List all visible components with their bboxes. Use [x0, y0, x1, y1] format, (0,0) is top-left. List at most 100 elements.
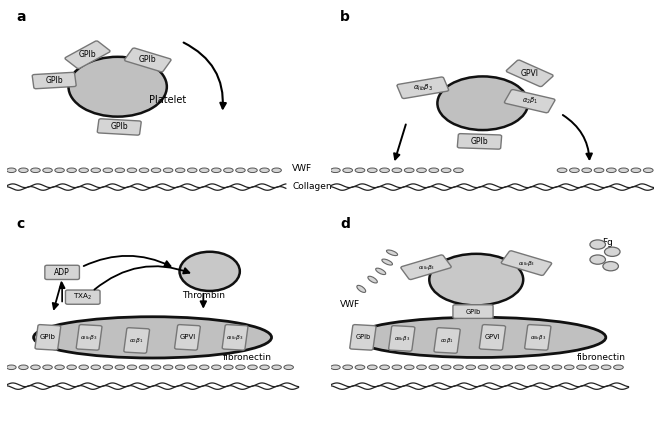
Ellipse shape	[175, 365, 185, 370]
Ellipse shape	[631, 168, 641, 173]
Ellipse shape	[552, 365, 562, 370]
Text: VWF: VWF	[292, 164, 312, 173]
Ellipse shape	[453, 168, 463, 173]
FancyBboxPatch shape	[504, 90, 555, 113]
Text: Fg: Fg	[603, 238, 613, 247]
Text: Thrombin: Thrombin	[182, 291, 225, 300]
FancyBboxPatch shape	[453, 305, 493, 318]
Text: ADP: ADP	[54, 268, 70, 277]
Ellipse shape	[478, 365, 488, 370]
FancyBboxPatch shape	[222, 325, 248, 350]
FancyBboxPatch shape	[389, 325, 415, 351]
Ellipse shape	[139, 365, 149, 370]
Text: GPVI: GPVI	[521, 69, 539, 78]
Ellipse shape	[392, 365, 402, 370]
Ellipse shape	[375, 268, 386, 274]
Ellipse shape	[200, 168, 209, 173]
Ellipse shape	[272, 365, 282, 370]
Ellipse shape	[357, 285, 366, 293]
Text: GPIb: GPIb	[471, 137, 488, 146]
FancyBboxPatch shape	[175, 325, 200, 350]
Ellipse shape	[260, 365, 269, 370]
Text: $\alpha_2\beta_1$: $\alpha_2\beta_1$	[130, 336, 144, 345]
Text: fibronectin: fibronectin	[222, 354, 272, 362]
FancyBboxPatch shape	[397, 77, 449, 99]
Ellipse shape	[55, 168, 64, 173]
Ellipse shape	[43, 365, 52, 370]
FancyBboxPatch shape	[124, 328, 149, 353]
Ellipse shape	[416, 168, 426, 173]
Ellipse shape	[69, 57, 167, 117]
Ellipse shape	[91, 168, 100, 173]
FancyBboxPatch shape	[479, 325, 506, 350]
FancyBboxPatch shape	[76, 325, 102, 350]
Ellipse shape	[379, 365, 389, 370]
Text: $\alpha_{IIb}\beta_3$: $\alpha_{IIb}\beta_3$	[81, 333, 98, 342]
Ellipse shape	[405, 168, 414, 173]
Ellipse shape	[55, 365, 64, 370]
Ellipse shape	[236, 168, 245, 173]
Ellipse shape	[127, 168, 137, 173]
Ellipse shape	[564, 365, 574, 370]
Text: Platelet: Platelet	[149, 95, 186, 105]
Ellipse shape	[582, 168, 592, 173]
Ellipse shape	[353, 317, 606, 357]
Ellipse shape	[103, 168, 112, 173]
Ellipse shape	[188, 168, 197, 173]
FancyBboxPatch shape	[506, 60, 553, 87]
Ellipse shape	[103, 365, 112, 370]
Text: $\alpha_2\beta_1$: $\alpha_2\beta_1$	[440, 336, 454, 345]
FancyBboxPatch shape	[65, 290, 100, 304]
Ellipse shape	[212, 168, 221, 173]
Ellipse shape	[368, 365, 377, 370]
Text: $\alpha_{IIb}\beta_3$: $\alpha_{IIb}\beta_3$	[394, 334, 410, 343]
Ellipse shape	[139, 168, 149, 173]
Ellipse shape	[248, 168, 257, 173]
Ellipse shape	[79, 168, 89, 173]
Ellipse shape	[355, 168, 365, 173]
FancyBboxPatch shape	[525, 325, 551, 350]
Ellipse shape	[490, 365, 500, 370]
Ellipse shape	[223, 168, 233, 173]
FancyBboxPatch shape	[35, 325, 61, 350]
Ellipse shape	[200, 365, 209, 370]
Ellipse shape	[180, 252, 240, 291]
Ellipse shape	[570, 168, 579, 173]
Ellipse shape	[429, 254, 524, 305]
Text: $\alpha_{IIb}\beta_3$: $\alpha_{IIb}\beta_3$	[418, 263, 434, 272]
FancyBboxPatch shape	[457, 133, 502, 149]
Ellipse shape	[416, 365, 426, 370]
Ellipse shape	[594, 168, 604, 173]
Ellipse shape	[429, 365, 439, 370]
Text: GPIb: GPIb	[46, 76, 63, 85]
Ellipse shape	[503, 365, 512, 370]
Ellipse shape	[343, 168, 352, 173]
Text: $\alpha_{IIb}\beta_3$: $\alpha_{IIb}\beta_3$	[518, 258, 535, 268]
Text: $\alpha_{IIb}\beta_3$: $\alpha_{IIb}\beta_3$	[529, 333, 546, 342]
FancyBboxPatch shape	[124, 48, 171, 72]
Ellipse shape	[643, 168, 653, 173]
Ellipse shape	[284, 365, 293, 370]
Ellipse shape	[30, 365, 40, 370]
Ellipse shape	[613, 365, 623, 370]
Ellipse shape	[79, 365, 89, 370]
FancyBboxPatch shape	[350, 325, 376, 350]
Ellipse shape	[453, 365, 463, 370]
Text: GPIb: GPIb	[465, 309, 481, 314]
Ellipse shape	[576, 365, 586, 370]
Text: fibronectin: fibronectin	[576, 354, 626, 362]
Ellipse shape	[429, 168, 439, 173]
Ellipse shape	[67, 168, 77, 173]
Ellipse shape	[236, 365, 245, 370]
Ellipse shape	[557, 168, 567, 173]
Ellipse shape	[127, 365, 137, 370]
Ellipse shape	[405, 365, 414, 370]
Text: GPIb: GPIb	[110, 123, 128, 131]
Ellipse shape	[392, 168, 402, 173]
Text: GPVI: GPVI	[485, 334, 500, 340]
Ellipse shape	[379, 168, 389, 173]
Ellipse shape	[602, 365, 611, 370]
FancyBboxPatch shape	[65, 41, 110, 69]
Text: a: a	[16, 11, 26, 24]
Ellipse shape	[115, 365, 125, 370]
